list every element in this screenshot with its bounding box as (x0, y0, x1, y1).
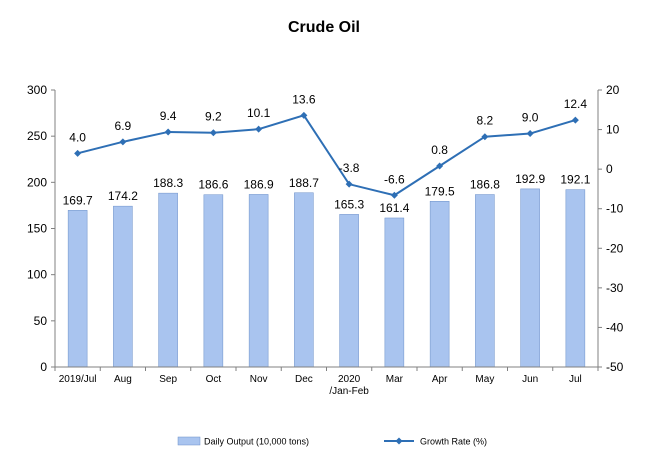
y-left-tick-label: 100 (27, 268, 47, 282)
y-left-tick-label: 300 (27, 83, 47, 97)
bar-value-label: 165.3 (334, 197, 364, 211)
bar-value-label: 179.5 (425, 184, 455, 198)
y-right-tick-label: -20 (606, 241, 624, 255)
x-tick-label: Aug (114, 374, 132, 385)
growth-value-label: 9.2 (205, 110, 222, 124)
line-point (119, 138, 127, 146)
x-tick-label: 2020/Jan-Feb (329, 374, 369, 397)
x-tick-label: Mar (386, 374, 404, 385)
growth-value-label: 9.0 (522, 111, 539, 125)
growth-value-label: 0.8 (431, 143, 448, 157)
y-right-tick-label: -30 (606, 281, 624, 295)
x-tick-label: Oct (206, 374, 222, 385)
y-left-tick-label: 200 (27, 175, 47, 189)
line-point (571, 116, 579, 124)
y-left-tick-label: 50 (34, 314, 48, 328)
line-point (390, 191, 398, 199)
bar-value-label: 186.6 (198, 178, 228, 192)
bar (429, 201, 450, 368)
bars-layer (67, 188, 586, 368)
y-right-tick-label: 10 (606, 123, 620, 137)
line-point (74, 149, 82, 157)
growth-value-label: 8.2 (477, 114, 494, 128)
growth-value-label: -6.6 (384, 172, 405, 186)
x-tick-label: Nov (250, 374, 268, 385)
bar-value-label: 169.7 (63, 193, 93, 207)
bar (520, 188, 540, 368)
growth-value-label: 9.4 (160, 109, 177, 123)
bar-value-label: 186.9 (244, 177, 274, 191)
x-tick-label: Dec (295, 374, 313, 385)
growth-value-label: 4.0 (69, 130, 86, 144)
y-left-tick-label: 0 (40, 360, 47, 374)
y-left-tick-label: 250 (27, 129, 47, 143)
x-tick-label: May (475, 374, 494, 385)
bar (565, 189, 586, 368)
bar (67, 210, 88, 368)
data-labels-layer: 169.7 174.2 188.3 186.6 186.9 188.7 165.3 161.4… (63, 92, 591, 215)
bar-value-label: 188.3 (153, 176, 183, 190)
bar-value-label: 192.1 (560, 173, 590, 187)
legend: Daily Output (10,000 tons) Growth Rate (… (177, 436, 487, 447)
bar (248, 194, 269, 368)
growth-rate-line (77, 114, 576, 197)
growth-value-label: 10.1 (247, 106, 271, 120)
growth-value-label: 12.4 (564, 97, 588, 111)
x-tick-label: 2019/Jul (59, 374, 97, 385)
line-point (436, 162, 444, 170)
y-left-tick-label: 150 (27, 222, 47, 236)
growth-value-label: 13.6 (292, 92, 316, 106)
bar (339, 214, 359, 368)
legend-marker-growth-rate (395, 437, 403, 445)
line-point (300, 111, 308, 119)
bar-value-label: 186.8 (470, 178, 500, 192)
bar (384, 217, 405, 368)
x-tick-label: Apr (432, 374, 448, 385)
line-point (345, 180, 353, 188)
line-point (526, 130, 534, 138)
growth-value-label: -3.8 (339, 161, 360, 175)
bar (113, 205, 133, 368)
legend-label-growth-rate: Growth Rate (%) (420, 437, 487, 447)
chart-title: Crude Oil (288, 19, 360, 36)
line-point (209, 129, 217, 137)
line-point (255, 125, 263, 133)
line-layer (74, 111, 579, 199)
x-tick-label: Sep (159, 374, 177, 385)
bar-value-label: 174.2 (108, 189, 138, 203)
bar-value-label: 161.4 (379, 201, 409, 215)
y-right-tick-label: 0 (606, 162, 613, 176)
bar-value-label: 192.9 (515, 172, 545, 186)
line-point (481, 133, 489, 141)
line-point (164, 128, 172, 136)
legend-swatch-daily-output (177, 436, 201, 446)
x-tick-label: Jun (522, 374, 538, 385)
growth-value-label: 6.9 (115, 119, 132, 133)
y-right-tick-label: -10 (606, 202, 624, 216)
y-right-tick-label: 20 (606, 83, 620, 97)
bar (475, 194, 495, 368)
legend-label-daily-output: Daily Output (10,000 tons) (204, 437, 309, 447)
bar (158, 192, 178, 368)
bar (203, 194, 224, 368)
bar-value-label: 188.7 (289, 176, 319, 190)
bar (294, 192, 314, 368)
x-tick-label: Jul (569, 374, 582, 385)
y-right-tick-label: -50 (606, 360, 624, 374)
y-right-tick-label: -40 (606, 320, 624, 334)
